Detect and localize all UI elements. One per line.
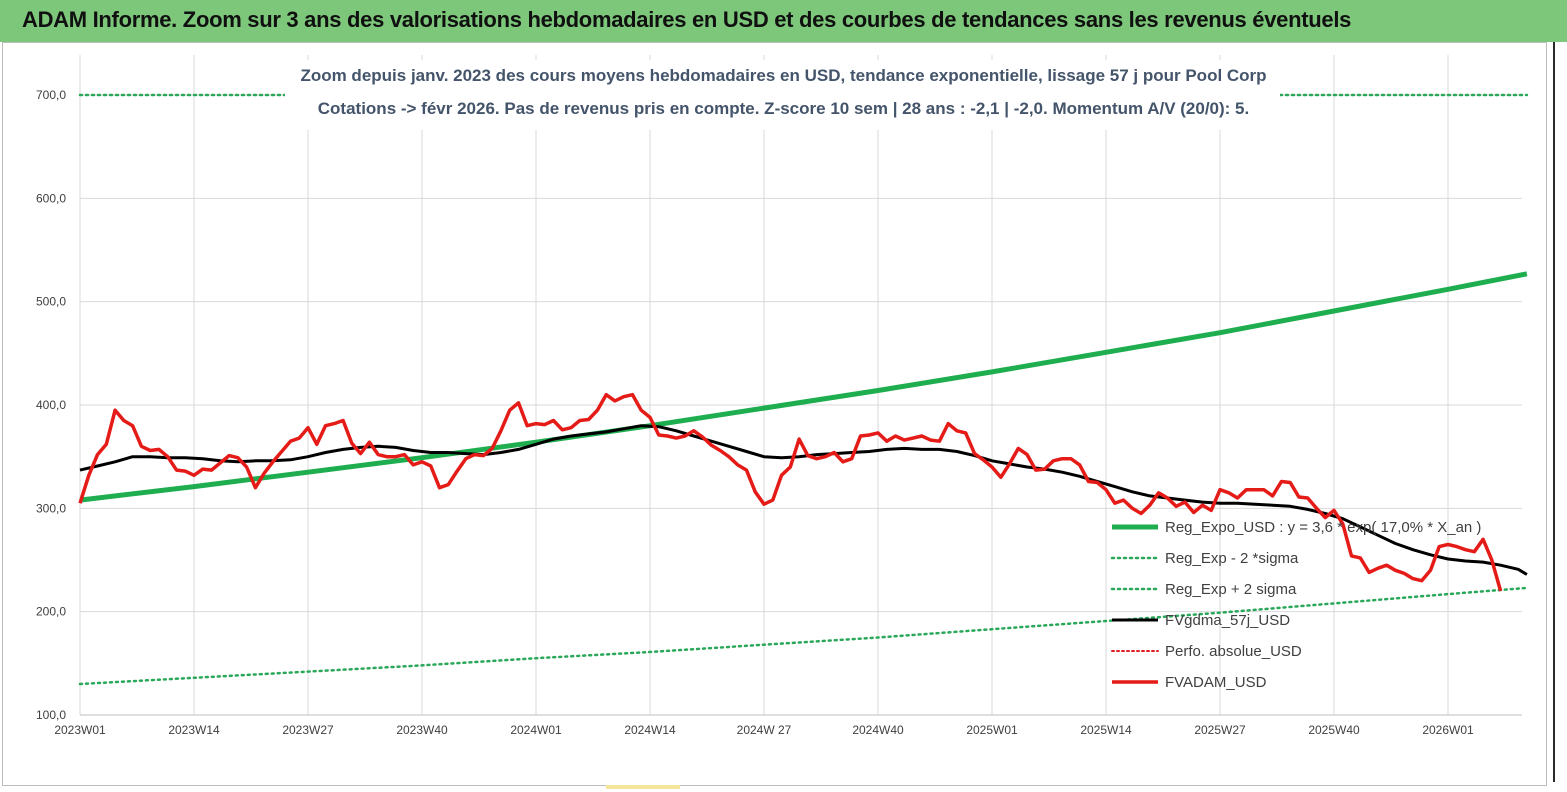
y-tick-label: 400,0 bbox=[36, 398, 66, 412]
banner-title: ADAM Informe. Zoom sur 3 ans des valoris… bbox=[22, 7, 1352, 32]
x-tick-label: 2026W01 bbox=[1422, 723, 1474, 737]
x-tick-label: 2023W27 bbox=[282, 723, 334, 737]
x-tick-label: 2025W01 bbox=[966, 723, 1018, 737]
x-tick-label: 2023W14 bbox=[168, 723, 220, 737]
legend-label-2: Reg_Exp + 2 sigma bbox=[1165, 581, 1297, 598]
title-banner: ADAM Informe. Zoom sur 3 ans des valoris… bbox=[0, 0, 1567, 42]
x-tick-label: 2024W01 bbox=[510, 723, 562, 737]
chart-title-line-2: Cotations -> févr 2026. Pas de revenus p… bbox=[317, 99, 1250, 118]
x-tick-label: 2025W14 bbox=[1080, 723, 1132, 737]
bottom-scroll-marker bbox=[606, 785, 680, 789]
series-line-0 bbox=[79, 271, 1528, 503]
y-tick-label: 600,0 bbox=[36, 191, 66, 205]
y-axis-ticks: 100,0 200,0 300,0 400,0 500,0 600,0 700,0 bbox=[36, 88, 66, 722]
legend-label-3: FVgdma_57j_USD bbox=[1165, 612, 1290, 629]
chart-grid bbox=[79, 55, 1522, 716]
chart-frame bbox=[2, 42, 1547, 786]
chart-series bbox=[78, 60, 1529, 686]
x-tick-label: 2025W27 bbox=[1194, 723, 1246, 737]
right-edge-divider bbox=[1553, 42, 1555, 782]
y-tick-label: 300,0 bbox=[36, 501, 66, 515]
y-tick-label: 200,0 bbox=[36, 605, 66, 619]
x-tick-label: 2023W01 bbox=[54, 723, 106, 737]
y-tick-label: 500,0 bbox=[36, 295, 66, 309]
x-tick-label: 2023W40 bbox=[396, 723, 448, 737]
x-axis-ticks: 2023W01 2023W14 2023W27 2023W40 2024W01 2024W… bbox=[54, 723, 1474, 737]
chart-title-line-1: Zoom depuis janv. 2023 des cours moyens … bbox=[300, 66, 1267, 85]
series-line-5 bbox=[78, 392, 1503, 592]
title-backdrop bbox=[285, 60, 1280, 130]
x-tick-label: 2024W14 bbox=[624, 723, 676, 737]
chart-legend: Reg_Expo_USD : y = 3,6 * exp( 17,0% * X_… bbox=[1110, 519, 1481, 691]
legend-label-1: Reg_Exp - 2 *sigma bbox=[1165, 550, 1299, 567]
y-tick-label: 100,0 bbox=[36, 708, 66, 722]
legend-label-4: Perfo. absolue_USD bbox=[1165, 643, 1302, 660]
y-tick-label: 700,0 bbox=[36, 88, 66, 102]
legend-label-0: Reg_Expo_USD : y = 3,6 * exp( 17,0% * X_… bbox=[1165, 519, 1481, 536]
legend-label-5: FVADAM_USD bbox=[1165, 674, 1267, 691]
x-tick-label: 2025W40 bbox=[1308, 723, 1360, 737]
x-tick-label: 2024W 27 bbox=[737, 723, 792, 737]
series-line-1 bbox=[78, 586, 1529, 686]
x-tick-label: 2024W40 bbox=[852, 723, 904, 737]
